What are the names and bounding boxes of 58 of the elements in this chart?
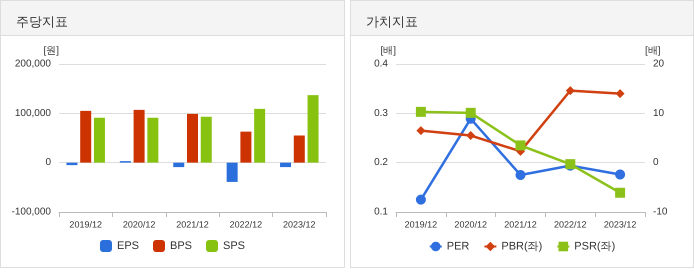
x-tick-label: 2022/12	[554, 220, 587, 230]
y2-tick-label: -10	[653, 206, 668, 218]
legend-label: SPS	[223, 240, 246, 252]
y-tick-label: 0.1	[374, 206, 388, 218]
y2-tick-label: 20	[653, 58, 665, 70]
y-tick-label: -100,000	[12, 206, 52, 218]
point	[416, 106, 426, 117]
x-tick-label: 2023/12	[604, 220, 636, 230]
point	[615, 170, 626, 180]
bar	[80, 110, 92, 163]
point	[416, 126, 426, 136]
legend-label: PBR(좌)	[501, 240, 542, 252]
y-axis-title: [배]	[380, 46, 396, 56]
bar	[187, 114, 198, 163]
x-tick-label: 2020/12	[122, 220, 156, 230]
point	[516, 140, 526, 150]
point	[416, 194, 426, 205]
legend-label: BPS	[170, 240, 192, 252]
y2-axis-title: [배]	[645, 46, 661, 56]
chart-title: 가치지표	[366, 14, 418, 29]
legend-label: PSR(좌)	[574, 240, 616, 252]
x-tick-label: 2021/12	[504, 220, 537, 230]
bar	[308, 95, 319, 163]
y2-tick-label: 0	[653, 157, 659, 168]
chart-title: 주당지표	[16, 14, 68, 29]
x-tick-label: 2020/12	[454, 220, 487, 230]
x-tick-label: 2019/12	[69, 220, 102, 230]
y-tick-label: 0.2	[374, 157, 388, 168]
point	[516, 170, 526, 180]
legend-label: PER	[446, 240, 470, 252]
y-tick-label: 0.3	[374, 108, 388, 119]
point	[615, 188, 626, 198]
bar	[280, 162, 292, 168]
y-tick-label: 0.4	[374, 58, 388, 70]
bar	[226, 162, 238, 182]
bar	[240, 132, 252, 163]
point	[466, 131, 476, 140]
bar	[134, 110, 145, 163]
y-tick-label: 200,000	[14, 58, 52, 70]
legend-label: EPS	[116, 240, 139, 252]
x-tick-label: 2023/12	[283, 220, 316, 230]
point	[566, 86, 575, 96]
bar	[200, 116, 212, 163]
point	[616, 89, 625, 98]
x-tick-label: 2022/12	[230, 220, 262, 230]
point	[466, 108, 476, 118]
bar	[66, 162, 78, 166]
y-axis-title: [원]	[43, 46, 60, 56]
bar	[147, 118, 158, 163]
x-tick-label: 2021/12	[176, 220, 209, 230]
bar	[94, 118, 105, 163]
y-tick-label: 100,000	[14, 108, 52, 119]
y-tick-label: 0	[45, 157, 52, 168]
bar	[173, 162, 184, 168]
y2-tick-label: 10	[653, 108, 665, 119]
bar	[254, 108, 266, 163]
bar	[294, 136, 305, 163]
x-tick-label: 2019/12	[404, 220, 438, 230]
